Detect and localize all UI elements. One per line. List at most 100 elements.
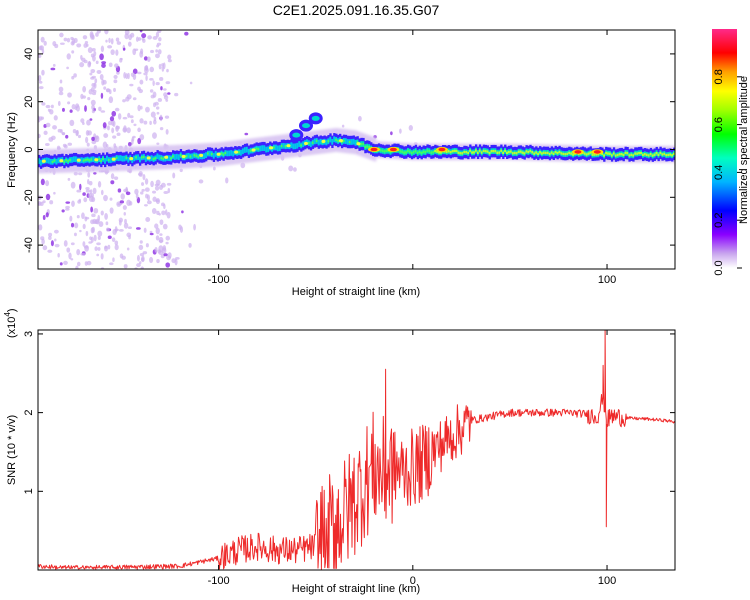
heatmap-core-green <box>383 150 387 153</box>
heatmap-noise-cell <box>149 230 153 234</box>
heatmap-noise-cell <box>114 244 119 251</box>
heatmap-core-cyan <box>80 157 84 163</box>
heatmap-noise-cell <box>87 47 93 54</box>
heatmap-core-green <box>486 150 489 153</box>
heatmap-core-cyan <box>158 154 161 161</box>
heatmap-noise-cell <box>63 260 68 266</box>
heatmap-noise-cell <box>69 109 73 113</box>
heatmap-noise-cell <box>163 92 168 97</box>
heatmap-noise-cell <box>38 74 42 82</box>
heatmap-noise-cell <box>88 89 93 95</box>
heatmap-core-cyan <box>354 140 357 146</box>
heatmap-core-green <box>436 150 439 153</box>
heatmap-core-cyan <box>156 153 159 160</box>
heatmap-noise-cell <box>155 227 160 235</box>
heatmap-noise-cell <box>113 143 117 148</box>
heatmap-core-green <box>591 153 594 156</box>
heatmap-core-cyan <box>282 142 286 149</box>
heatmap-core-green <box>125 156 128 159</box>
heatmap-noise-cell <box>48 235 52 240</box>
heatmap-core-green <box>595 153 598 156</box>
heatmap-core-cyan <box>212 152 216 159</box>
heatmap-noise-cell <box>156 258 160 264</box>
heatmap-noise-cell <box>399 128 402 134</box>
heatmap-noise-cell <box>132 68 138 75</box>
heatmap-noise-cell <box>100 210 104 216</box>
heatmap-core-green <box>102 157 105 161</box>
heatmap-core-green <box>420 151 423 155</box>
heatmap-core-cyan <box>325 139 328 146</box>
heatmap-noise-cell <box>76 215 80 219</box>
heatmap-core-green <box>364 145 367 149</box>
heatmap-noise-cell <box>152 80 155 87</box>
heatmap-noise-cell <box>77 134 82 139</box>
heatmap-noise-cell <box>145 243 149 248</box>
heatmap-noise-cell <box>115 49 119 56</box>
spectrogram-y-tick-label: 40 <box>23 48 35 60</box>
heatmap-noise-cell <box>126 127 131 134</box>
heatmap-noise-cell <box>123 222 129 229</box>
heatmap-noise-cell <box>107 45 113 49</box>
heatmap-noise-cell <box>108 96 114 104</box>
heatmap-core-green <box>548 152 552 156</box>
heatmap-core-green <box>220 152 223 155</box>
heatmap-noise-cell <box>71 38 76 45</box>
heatmap-noise-cell <box>103 133 109 138</box>
heatmap-core-green <box>667 153 670 157</box>
heatmap-core-green <box>632 154 635 157</box>
heatmap-noise-cell <box>43 130 48 136</box>
heatmap-noise-cell <box>122 116 128 120</box>
heatmap-core-green <box>379 149 383 152</box>
heatmap-noise-cell <box>82 35 88 40</box>
heatmap-noise-cell <box>76 189 82 193</box>
heatmap-noise-cell <box>162 88 167 91</box>
heatmap-noise-cell <box>76 43 82 48</box>
heatmap-dot <box>216 152 221 156</box>
heatmap-core-green <box>255 147 258 150</box>
heatmap-dot <box>146 156 151 160</box>
heatmap-noise-cell <box>109 197 113 201</box>
heatmap-noise-cell <box>174 257 180 260</box>
heatmap-noise-cell <box>88 195 94 203</box>
heatmap-core-green <box>342 139 346 143</box>
heatmap-core-green <box>453 149 456 153</box>
heatmap-core-green <box>160 156 163 160</box>
heatmap-noise-cell <box>155 49 159 53</box>
heatmap-noise-cell <box>132 48 137 56</box>
heatmap-noise-cell <box>95 135 99 140</box>
heatmap-core-cyan <box>175 153 179 160</box>
heatmap-core-green <box>566 152 569 156</box>
snr-y-label: SNR (10 * v/v) <box>6 415 18 485</box>
heatmap-noise-cell <box>95 60 99 65</box>
heatmap-noise-cell <box>110 49 115 56</box>
heatmap-noise-cell <box>172 172 176 179</box>
heatmap-core-cyan <box>232 150 235 157</box>
heatmap-core-cyan <box>71 157 74 163</box>
heatmap-noise-cell <box>48 137 54 142</box>
heatmap-noise-cell <box>90 206 94 213</box>
heatmap-core-green <box>474 149 478 152</box>
heatmap-noise-cell <box>112 135 117 139</box>
heatmap-noise-cell <box>129 115 134 119</box>
heatmap-core-green <box>540 152 544 155</box>
heatmap-dot <box>76 158 81 162</box>
heatmap-noise-cell <box>38 224 43 231</box>
heatmap-noise-cell <box>91 109 95 114</box>
heatmap-noise-cell <box>69 215 73 222</box>
heatmap-core-green <box>480 151 484 154</box>
heatmap-noise-cell <box>82 223 86 230</box>
heatmap-noise-cell <box>66 37 71 43</box>
heatmap-core-green <box>179 154 183 157</box>
heatmap-core-green <box>673 152 675 156</box>
heatmap-core-cyan <box>306 139 309 146</box>
heatmap-noise-cell <box>41 69 45 76</box>
heatmap-noise-cell <box>150 94 155 99</box>
heatmap-core-green <box>142 155 146 159</box>
heatmap-noise-cell <box>85 136 89 144</box>
heatmap-noise-cell <box>165 241 169 245</box>
heatmap-noise-cell <box>164 115 170 119</box>
heatmap-core-green <box>490 149 493 153</box>
heatmap-core-cyan <box>317 139 320 146</box>
heatmap-noise-cell <box>163 190 169 194</box>
heatmap-noise-cell <box>123 125 127 133</box>
